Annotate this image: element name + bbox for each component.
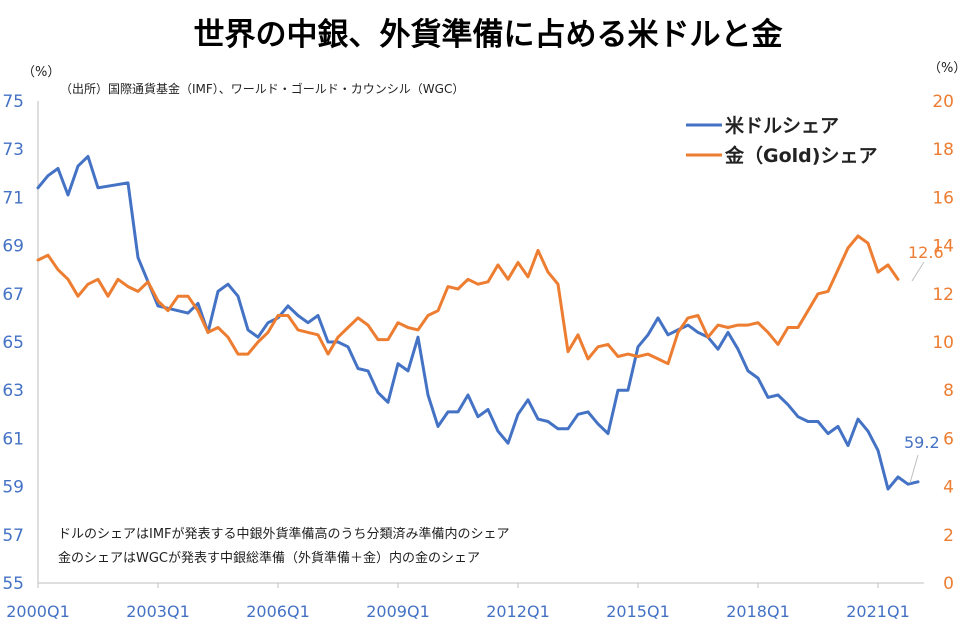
right-axis-unit: （%） [928, 61, 966, 76]
left-tick-label: 55 [2, 574, 24, 594]
left-tick-label: 59 [2, 478, 24, 498]
x-tick-label: 2015Q1 [606, 602, 670, 621]
x-tick-label: 2006Q1 [246, 602, 310, 621]
chart-title: 世界の中銀、外貨準備に占める米ドルと金 [194, 17, 784, 53]
legend-gold-label: 金（Gold)シェア [724, 144, 877, 167]
right-tick-label: 12 [932, 285, 954, 305]
gold-share-line [36, 234, 900, 366]
left-tick-label: 65 [2, 333, 24, 353]
right-tick-label: 18 [932, 140, 954, 160]
right-tick-label: 8 [943, 381, 954, 401]
x-tick-label: 2021Q1 [846, 602, 910, 621]
x-tick-label: 2009Q1 [366, 602, 430, 621]
source-note: （出所）国際通貨基金（IMF）、ワールド・ゴールド・カウンシル（WGC） [60, 81, 464, 96]
usd-share-line [36, 154, 920, 491]
left-axis: 75 73 71 69 67 65 63 61 59 57 55 [2, 92, 24, 594]
left-tick-label: 69 [2, 237, 24, 257]
x-tick-label: 2012Q1 [486, 602, 550, 621]
usd-end-label: 59.2 [904, 433, 940, 452]
gold-end-leader [911, 261, 925, 282]
x-tick-label: 2000Q1 [6, 602, 70, 621]
legend-usd-label: 米ドルシェア [725, 114, 839, 137]
left-axis-unit: （%） [22, 65, 60, 80]
left-tick-label: 67 [2, 285, 24, 305]
legend: 米ドルシェア 金（Gold)シェア [676, 106, 877, 174]
x-tick-label: 2003Q1 [126, 602, 190, 621]
series-layer [36, 154, 920, 491]
right-tick-label: 0 [943, 574, 954, 594]
left-tick-label: 71 [2, 188, 24, 208]
right-tick-label: 16 [932, 188, 954, 208]
x-axis: 2000Q1 2003Q1 2006Q1 2009Q1 2012Q1 2015Q1 2018… [6, 583, 910, 621]
right-tick-label: 10 [932, 333, 954, 353]
right-tick-label: 4 [943, 478, 954, 498]
x-tick-label: 2018Q1 [726, 602, 790, 621]
note-usd: ドルのシェアはIMFが発表する中銀外貨準備高のうち分類済み準備内のシェア [58, 526, 510, 542]
left-tick-label: 61 [2, 429, 24, 449]
note-gold: 金のシェアはWGCが発表す中銀総準備（外貨準備＋金）内の金のシェア [58, 550, 480, 566]
left-tick-label: 57 [2, 526, 24, 546]
end-labels: 59.2 12.6 [904, 243, 944, 484]
left-tick-label: 75 [2, 92, 24, 112]
left-tick-label: 73 [2, 140, 24, 160]
usd-end-leader [909, 454, 919, 484]
notes-box: ドルのシェアはIMFが発表する中銀外貨準備高のうち分類済み準備内のシェア 金のシ… [52, 520, 582, 570]
right-tick-label: 2 [943, 526, 954, 546]
plot-frame [37, 101, 924, 584]
left-tick-label: 63 [2, 381, 24, 401]
gold-end-label: 12.6 [908, 243, 944, 262]
right-tick-label: 6 [943, 429, 954, 449]
right-tick-label: 14 [932, 237, 954, 257]
right-tick-label: 20 [932, 92, 954, 112]
